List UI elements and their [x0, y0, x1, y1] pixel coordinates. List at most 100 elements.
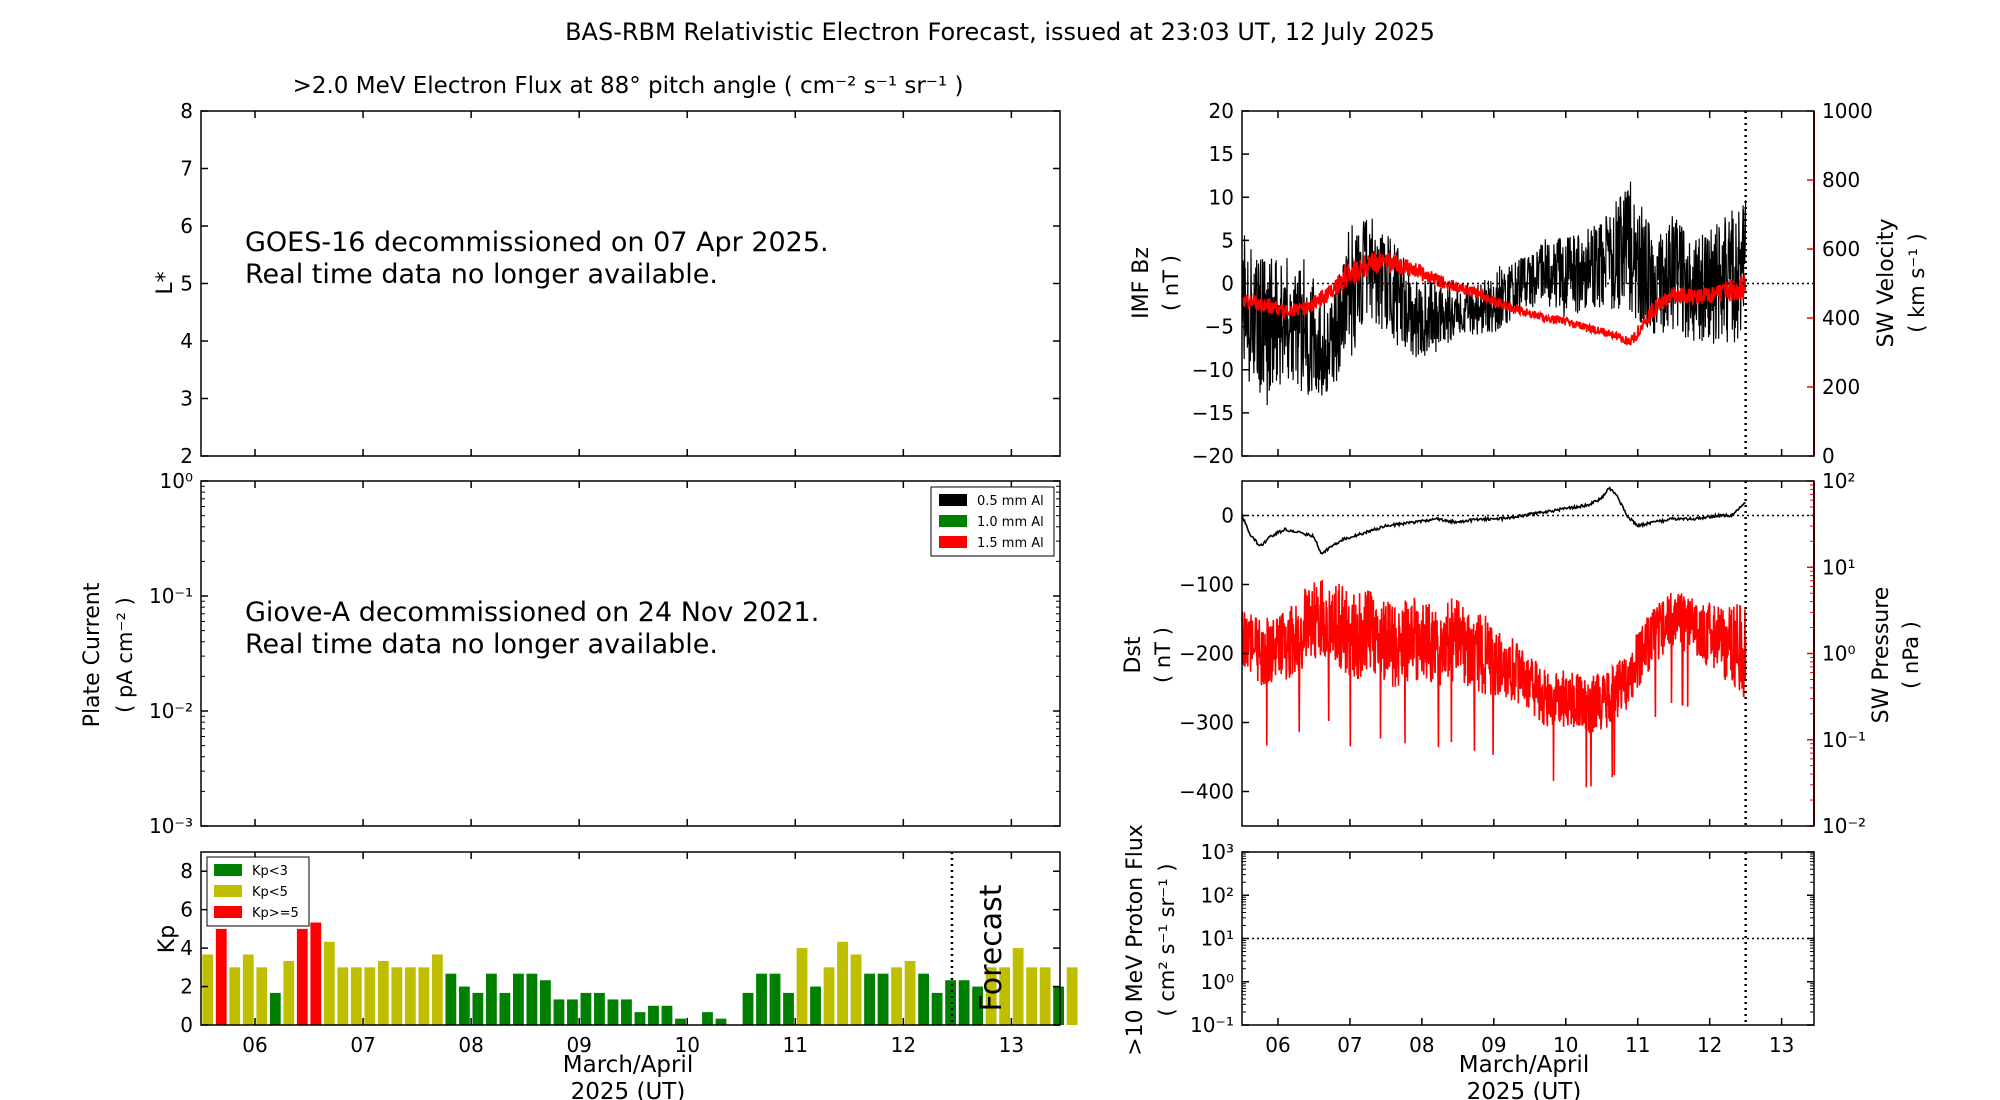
sw-velocity-ytick-label: 800	[1822, 168, 1860, 192]
kp-bar	[999, 967, 1011, 1025]
kp-xtick-label: 11	[783, 1033, 808, 1057]
kp-bar	[648, 1005, 659, 1025]
kp-bar	[404, 967, 416, 1025]
legend-label-0-5mm: 0.5 mm Al	[977, 494, 1044, 509]
kp-bar	[634, 1012, 646, 1025]
proton-axes: 10⁻¹ 10⁰ 10¹ 10² 10³ 06 07 08 09 10 11 12 13	[1190, 840, 1814, 1057]
kp-bars	[202, 922, 1078, 1025]
proton-xlabel: March/April	[1459, 1052, 1589, 1078]
kp-xtick-label: 07	[350, 1033, 375, 1057]
imf-ytick-label: 5	[1221, 228, 1234, 252]
kp-bar	[431, 954, 443, 1025]
kp-xtick-label: 06	[242, 1033, 267, 1057]
electron-flux-frame	[200, 110, 1061, 457]
electron-flux-ytick-label: 6	[180, 214, 193, 238]
imf-ytick-label: 20	[1209, 99, 1234, 123]
sw-pressure-series-line	[1241, 579, 1747, 788]
kp-bar	[864, 973, 875, 1025]
kp-forecast-label: Forecast	[974, 884, 1009, 1011]
kp-bar	[837, 941, 848, 1025]
electron-flux-ytick-label: 8	[180, 99, 193, 123]
kp-legend: Kp<3 Kp<5 Kp>=5	[206, 856, 310, 927]
kp-bar	[769, 973, 781, 1025]
sw-velocity-ytick-label: 200	[1822, 375, 1860, 399]
kp-bar	[458, 986, 470, 1025]
kp-bar	[810, 986, 821, 1025]
dst-ytick-label: 0	[1221, 504, 1234, 528]
kp-bar	[310, 922, 322, 1025]
plate-current-ytick-label: 10⁻²	[149, 699, 193, 723]
kp-bar	[931, 992, 943, 1025]
kp-legend-swatch-low	[214, 864, 242, 876]
sw-velocity-series-line	[1241, 251, 1747, 346]
kp-bar	[485, 973, 497, 1025]
proton-xtick-label: 06	[1265, 1033, 1290, 1057]
kp-bar	[958, 980, 970, 1025]
sw-velocity-ytick-label: 1000	[1822, 99, 1873, 123]
kp-bar	[337, 967, 349, 1025]
proton-xlabel-2: 2025 (UT)	[1467, 1079, 1582, 1100]
imf-ytick-label: −5	[1205, 315, 1234, 339]
kp-xtick-label: 08	[458, 1033, 483, 1057]
proton-xtick-label: 09	[1481, 1033, 1506, 1057]
dst-series-line	[1241, 486, 1747, 555]
kp-bar	[242, 954, 254, 1025]
proton-frame	[1241, 851, 1815, 1026]
kp-bar	[540, 980, 551, 1025]
kp-bar	[742, 992, 754, 1025]
kp-axes: 0 2 4 6 8 06 07 08 09 10 11 12 13	[180, 852, 1060, 1057]
kp-bar	[945, 980, 957, 1025]
kp-bar	[675, 1018, 686, 1025]
plate-current-legend: 0.5 mm Al 1.0 mm Al 1.5 mm Al	[930, 486, 1055, 557]
proton-xtick-label: 11	[1625, 1033, 1650, 1057]
kp-bar	[229, 967, 241, 1025]
legend-label-1-5mm: 1.5 mm Al	[977, 536, 1044, 551]
proton-ytick-label: 10¹	[1201, 927, 1234, 951]
kp-bar	[526, 973, 538, 1025]
sw-pressure-ytick-label: 10⁻²	[1822, 814, 1866, 838]
plate-current-message-line-2: Real time data no longer available.	[245, 629, 718, 660]
kp-bar	[269, 992, 281, 1025]
sw-velocity-ylabel-units: ( km s⁻¹ )	[1905, 233, 1929, 332]
electron-flux-y-ticks: 2 3 4 5 6 7 8	[180, 99, 1060, 468]
imf-ytick-label: −10	[1192, 358, 1234, 382]
kp-bar	[1039, 967, 1051, 1025]
sw-velocity-ytick-label: 400	[1822, 306, 1860, 330]
kp-bar	[783, 992, 794, 1025]
proton-xtick-label: 12	[1697, 1033, 1722, 1057]
kp-xlabel-2: 2025 (UT)	[571, 1079, 686, 1100]
kp-xtick-label: 09	[566, 1033, 591, 1057]
kp-bar	[823, 967, 835, 1025]
proton-xtick-label: 10	[1553, 1033, 1578, 1057]
electron-flux-ytick-label: 3	[180, 387, 193, 411]
kp-bar	[702, 1012, 713, 1025]
imf-ylabel: IMF Bz	[1129, 247, 1154, 319]
kp-bar	[567, 999, 578, 1025]
dst-ylabel-units: ( nT )	[1151, 627, 1175, 683]
kp-bar	[972, 986, 984, 1025]
proton-xtick-label: 07	[1337, 1033, 1362, 1057]
kp-bar	[877, 973, 889, 1025]
plate-current-ylabel-units: ( pA cm⁻² )	[113, 597, 137, 713]
dst-axes: −400 −300 −200 −100 0 10⁻² 10⁻¹ 10⁰ 10¹ 10²	[1179, 469, 1866, 838]
plate-current-message-line-1: Giove-A decommissioned on 24 Nov 2021.	[245, 597, 819, 628]
kp-bar	[256, 967, 268, 1025]
kp-legend-label-low: Kp<3	[252, 864, 288, 879]
plate-current-ytick-label: 10⁻¹	[149, 584, 193, 608]
proton-xtick-label: 13	[1769, 1033, 1794, 1057]
kp-bar	[512, 973, 524, 1025]
kp-xtick-label: 13	[999, 1033, 1024, 1057]
kp-bar	[323, 941, 335, 1025]
kp-bar	[607, 999, 619, 1025]
kp-ytick-label: 4	[180, 936, 193, 960]
kp-bar	[1026, 967, 1038, 1025]
dst-ytick-label: −100	[1179, 573, 1234, 597]
electron-flux-ytick-label: 4	[180, 329, 193, 353]
imf-ytick-label: 10	[1209, 185, 1234, 209]
proton-ylabel: >10 MeV Proton Flux	[1123, 824, 1148, 1056]
kp-bar	[891, 967, 902, 1025]
imf-ytick-label: 0	[1221, 272, 1234, 296]
